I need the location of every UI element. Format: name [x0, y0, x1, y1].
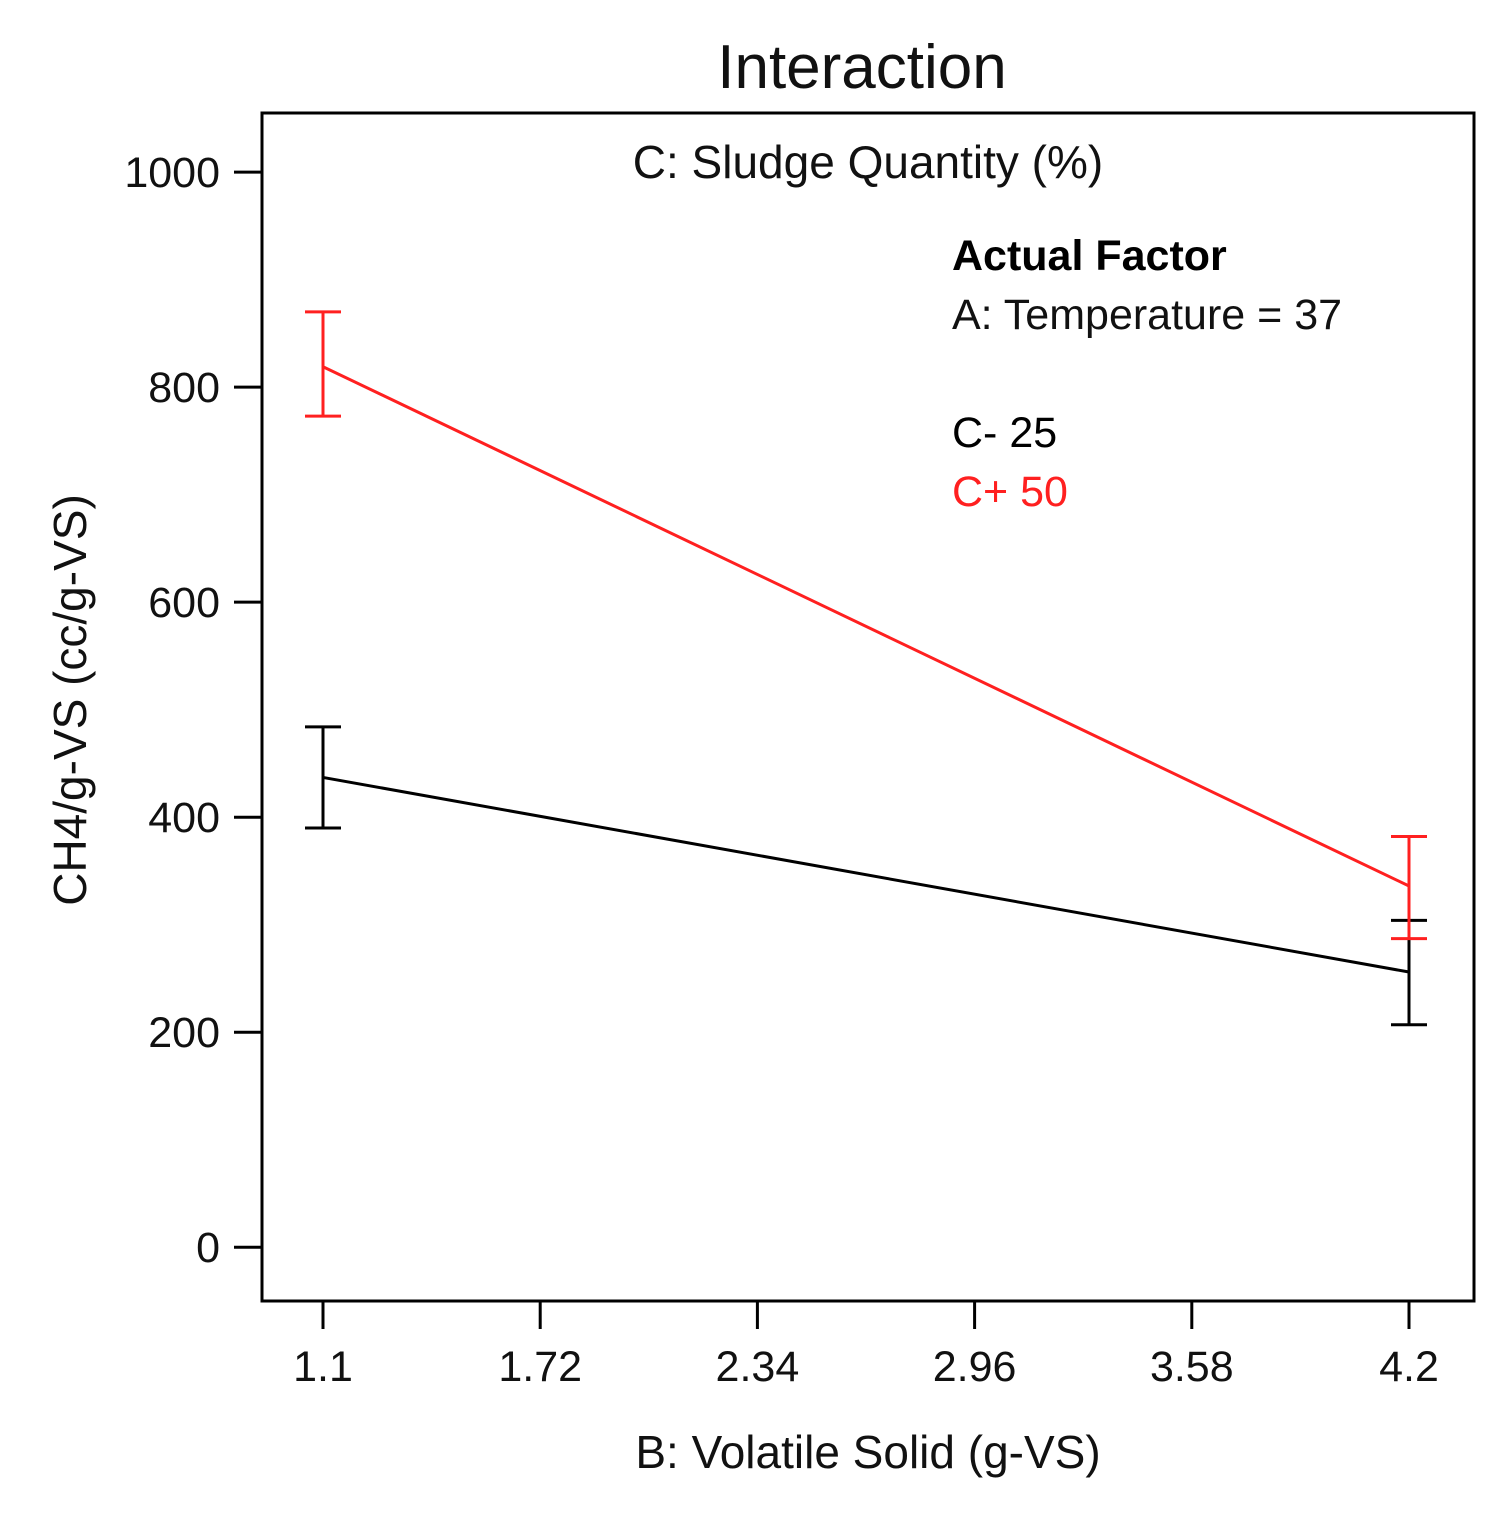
x-tick-label: 3.58 — [1150, 1343, 1234, 1391]
series-line-c-25 — [322, 775, 1410, 974]
x-tick-label: 4.2 — [1379, 1343, 1439, 1391]
y-tick-label: 800 — [148, 364, 220, 412]
y-tick-label: 400 — [148, 794, 220, 842]
x-tick-label: 2.34 — [716, 1343, 800, 1391]
y-axis-label: CH4/g-VS (cc/g-VS) — [44, 494, 96, 906]
x-axis-label: B: Volatile Solid (g-VS) — [635, 1426, 1100, 1478]
y-tick-label: 0 — [196, 1224, 220, 1272]
x-tick-label: 1.72 — [498, 1343, 582, 1391]
series-layer — [305, 310, 1427, 1027]
plot-frame — [260, 111, 1476, 1303]
legend-entry-c-plus: C+ 50 — [952, 468, 1068, 516]
y-tick-label: 1000 — [124, 149, 220, 197]
x-axis: 1.1 1.72 2.34 2.96 3.58 4.2 — [293, 1301, 1439, 1391]
chart-subtitle: C: Sludge Quantity (%) — [633, 136, 1103, 188]
series-line-c-50 — [322, 365, 1410, 888]
y-axis: 0 200 400 600 800 1000 — [124, 149, 262, 1272]
legend-entry-c-minus: C- 25 — [952, 409, 1057, 457]
y-tick-label: 600 — [148, 579, 220, 627]
actual-factor-heading: Actual Factor — [952, 232, 1227, 280]
x-tick-label: 2.96 — [933, 1343, 1017, 1391]
chart-title: Interaction — [717, 33, 1007, 102]
y-tick-label: 200 — [148, 1009, 220, 1057]
x-tick-label: 1.1 — [293, 1343, 353, 1391]
actual-factor-value: A: Temperature = 37 — [952, 291, 1342, 339]
